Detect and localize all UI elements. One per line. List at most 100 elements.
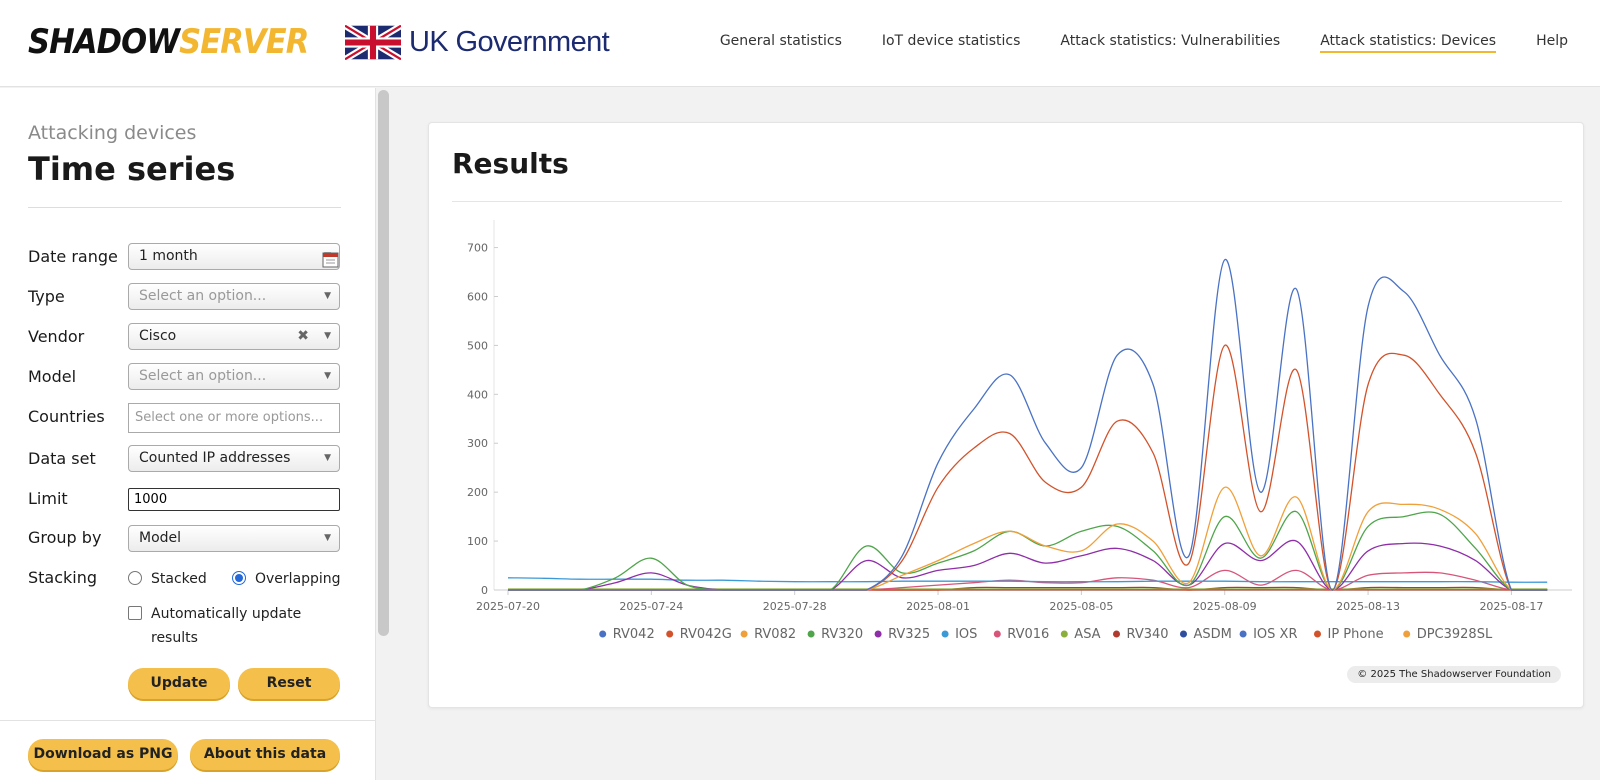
- auto-update-label-line1: Automatically update: [151, 606, 302, 622]
- legend-item[interactable]: IOS XR: [1253, 627, 1297, 642]
- update-button[interactable]: Update: [128, 668, 230, 699]
- y-tick-label: 200: [467, 486, 488, 499]
- legend-item[interactable]: ASDM: [1194, 627, 1232, 642]
- y-tick-label: 300: [467, 437, 488, 450]
- sidebar-title: Time series: [28, 150, 236, 188]
- legend-marker: [666, 630, 674, 638]
- legend-item[interactable]: RV042: [613, 627, 655, 642]
- countries-input[interactable]: Select one or more options...: [128, 403, 340, 433]
- x-tick-label: 2025-07-20: [476, 600, 540, 613]
- union-flag-icon: [345, 25, 401, 60]
- legend-marker: [1239, 630, 1247, 638]
- countries-placeholder: Select one or more options...: [135, 410, 324, 425]
- legend-marker: [599, 630, 607, 638]
- logo-text-server: SERVER: [179, 22, 309, 62]
- clear-icon[interactable]: ✖: [297, 328, 309, 344]
- countries-label: Countries: [28, 407, 105, 426]
- nav-help[interactable]: Help: [1536, 33, 1568, 49]
- y-tick-label: 0: [481, 584, 488, 597]
- y-tick-label: 400: [467, 388, 488, 401]
- top-header: SHADOWSERVER UK Government General stati…: [0, 0, 1600, 87]
- x-tick-label: 2025-07-24: [619, 600, 683, 613]
- series-line-ios[interactable]: [507, 577, 1548, 583]
- model-label: Model: [28, 367, 77, 386]
- shadowserver-logo[interactable]: SHADOWSERVER: [28, 8, 324, 76]
- date-range-value: 1 month: [139, 248, 198, 264]
- nav-attack-statistics-vulnerabilities[interactable]: Attack statistics: Vulnerabilities: [1060, 33, 1281, 49]
- nav-iot-device-statistics[interactable]: IoT device statistics: [881, 33, 1021, 49]
- vendor-value: Cisco: [139, 328, 177, 344]
- legend-item[interactable]: DPC3928SL: [1417, 627, 1493, 642]
- auto-update-checkbox[interactable]: [128, 606, 142, 620]
- model-select[interactable]: Select an option... ▼: [128, 363, 340, 390]
- group-by-select[interactable]: Model ▼: [128, 525, 340, 552]
- date-range-select[interactable]: 1 month ▼: [128, 243, 340, 270]
- data-set-select[interactable]: Counted IP addresses ▼: [128, 445, 340, 472]
- chevron-down-icon: ▼: [324, 371, 331, 381]
- uk-government-logo[interactable]: UK Government: [345, 25, 610, 60]
- calendar-icon[interactable]: [322, 251, 339, 268]
- results-panel: Results 0 100 200 300 400 500 600 700 2025-07-20…: [428, 122, 1584, 708]
- group-by-label: Group by: [28, 528, 102, 547]
- data-set-value: Counted IP addresses: [139, 450, 291, 466]
- model-placeholder: Select an option...: [139, 368, 267, 384]
- legend-item[interactable]: RV325: [888, 627, 930, 642]
- x-tick-label: 2025-07-28: [763, 600, 827, 613]
- date-range-label: Date range: [28, 247, 118, 266]
- legend-item[interactable]: RV340: [1127, 627, 1169, 642]
- legend-marker: [941, 630, 949, 638]
- x-tick-label: 2025-08-01: [906, 600, 970, 613]
- legend-item[interactable]: IP Phone: [1328, 627, 1384, 642]
- y-tick-label: 700: [467, 242, 488, 255]
- chevron-down-icon: ▼: [324, 453, 331, 463]
- results-divider: [452, 201, 1562, 202]
- about-data-button[interactable]: About this data: [190, 739, 340, 770]
- y-tick-label: 500: [467, 339, 488, 352]
- main-nav: General statistics IoT device statistics…: [720, 33, 1568, 53]
- type-select[interactable]: Select an option... ▼: [128, 283, 340, 310]
- sidebar-subtitle: Attacking devices: [28, 122, 197, 144]
- series-line-rv042g[interactable]: [507, 344, 1548, 591]
- overlapping-radio[interactable]: [232, 571, 246, 585]
- legend-item[interactable]: RV016: [1007, 627, 1049, 642]
- x-tick-label: 2025-08-09: [1193, 600, 1257, 613]
- overlapping-label: Overlapping: [255, 571, 341, 587]
- legend-item[interactable]: IOS: [955, 627, 977, 642]
- legend-marker: [1060, 630, 1068, 638]
- series-line-rv042[interactable]: [507, 259, 1548, 591]
- results-title: Results: [452, 147, 569, 180]
- y-tick-label: 100: [467, 535, 488, 548]
- chevron-down-icon: ▼: [324, 331, 331, 341]
- chevron-down-icon: ▼: [324, 533, 331, 543]
- copyright-badge: © 2025 The Shadowserver Foundation: [1347, 666, 1561, 683]
- x-tick-label: 2025-08-17: [1479, 600, 1543, 613]
- x-tick-label: 2025-08-13: [1336, 600, 1400, 613]
- legend-item[interactable]: RV042G: [680, 627, 732, 642]
- legend-item[interactable]: RV320: [821, 627, 863, 642]
- series-line-rv320[interactable]: [507, 511, 1548, 591]
- legend-marker: [1314, 630, 1321, 638]
- data-set-label: Data set: [28, 449, 96, 468]
- stacked-radio[interactable]: [128, 571, 142, 585]
- stacking-label: Stacking: [28, 568, 98, 587]
- group-by-value: Model: [139, 530, 182, 546]
- type-placeholder: Select an option...: [139, 288, 267, 304]
- legend-marker: [1113, 630, 1120, 638]
- auto-update-label-line2: results: [151, 630, 198, 646]
- legend-item[interactable]: ASA: [1074, 627, 1100, 642]
- reset-button[interactable]: Reset: [238, 668, 340, 699]
- type-label: Type: [28, 287, 65, 306]
- time-series-chart[interactable]: 0 100 200 300 400 500 600 700 2025-07-20 2025-07-…: [429, 123, 1585, 709]
- chevron-down-icon: ▼: [324, 291, 331, 301]
- nav-general-statistics[interactable]: General statistics: [719, 33, 842, 49]
- sidebar-scrollbar[interactable]: [378, 90, 389, 636]
- vendor-select[interactable]: Cisco ✖ ▼: [128, 323, 340, 350]
- nav-attack-statistics-devices[interactable]: Attack statistics: Devices: [1320, 33, 1497, 53]
- download-png-button[interactable]: Download as PNG: [28, 739, 178, 770]
- legend-marker: [874, 630, 882, 638]
- y-tick-label: 600: [467, 290, 488, 303]
- legend-marker: [1180, 630, 1187, 638]
- limit-input[interactable]: [128, 488, 340, 511]
- uk-government-text: UK Government: [409, 26, 610, 58]
- legend-item[interactable]: RV082: [754, 627, 796, 642]
